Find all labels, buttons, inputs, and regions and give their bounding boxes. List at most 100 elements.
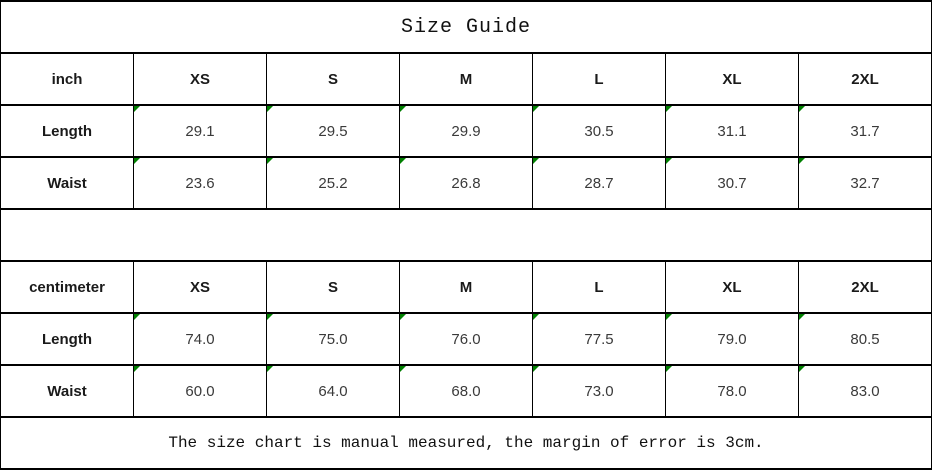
spacer-cell (0, 208, 932, 262)
row-label-waist: Waist (0, 364, 134, 418)
centimeter-length-row: Length 74.0 75.0 76.0 77.5 79.0 80.5 (0, 312, 932, 366)
row-label-length: Length (0, 104, 134, 158)
table-cell: 64.0 (266, 364, 400, 418)
cell-value: 30.5 (584, 122, 614, 140)
size-header-xs: XS (133, 260, 267, 314)
cell-value: 26.8 (451, 174, 481, 192)
cell-value: 78.0 (717, 382, 747, 400)
size-header-s: S (266, 52, 400, 106)
footer-note: The size chart is manual measured, the m… (0, 416, 932, 470)
table-cell: 23.6 (133, 156, 267, 210)
cell-flag-icon (533, 367, 539, 372)
table-cell: 25.2 (266, 156, 400, 210)
table-cell: 26.8 (399, 156, 533, 210)
spacer-row (0, 208, 932, 262)
cell-value: 76.0 (451, 330, 481, 348)
cell-flag-icon (267, 107, 273, 112)
cell-flag-icon (400, 315, 406, 320)
table-cell: 80.5 (798, 312, 932, 366)
table-cell: 29.9 (399, 104, 533, 158)
cell-flag-icon (799, 367, 805, 372)
cell-flag-icon (799, 159, 805, 164)
cell-value: 83.0 (850, 382, 880, 400)
cell-flag-icon (267, 367, 273, 372)
page-title: Size Guide (0, 0, 932, 54)
table-cell: 75.0 (266, 312, 400, 366)
cell-value: 31.7 (850, 122, 880, 140)
size-header-xl: XL (665, 52, 799, 106)
table-cell: 29.5 (266, 104, 400, 158)
unit-label-centimeter: centimeter (0, 260, 134, 314)
table-cell: 29.1 (133, 104, 267, 158)
cell-value: 30.7 (717, 174, 747, 192)
table-cell: 74.0 (133, 312, 267, 366)
cell-flag-icon (267, 315, 273, 320)
cell-value: 28.7 (584, 174, 614, 192)
cell-value: 29.9 (451, 122, 481, 140)
cell-flag-icon (400, 367, 406, 372)
table-cell: 78.0 (665, 364, 799, 418)
cell-flag-icon (666, 159, 672, 164)
cell-value: 29.1 (185, 122, 215, 140)
table-cell: 31.7 (798, 104, 932, 158)
cell-flag-icon (267, 159, 273, 164)
cell-value: 32.7 (850, 174, 880, 192)
cell-flag-icon (400, 159, 406, 164)
table-cell: 68.0 (399, 364, 533, 418)
cell-flag-icon (666, 315, 672, 320)
cell-flag-icon (134, 315, 140, 320)
cell-value: 73.0 (584, 382, 614, 400)
inch-header-row: inch XS S M L XL 2XL (0, 52, 932, 106)
table-cell: 60.0 (133, 364, 267, 418)
table-cell: 83.0 (798, 364, 932, 418)
size-header-m: M (399, 260, 533, 314)
cell-value: 60.0 (185, 382, 215, 400)
inch-length-row: Length 29.1 29.5 29.9 30.5 31.1 31.7 (0, 104, 932, 158)
size-header-l: L (532, 260, 666, 314)
cell-value: 77.5 (584, 330, 614, 348)
table-cell: 77.5 (532, 312, 666, 366)
size-header-m: M (399, 52, 533, 106)
cell-flag-icon (134, 367, 140, 372)
cell-value: 31.1 (717, 122, 747, 140)
cell-value: 75.0 (318, 330, 348, 348)
size-header-xs: XS (133, 52, 267, 106)
cell-flag-icon (799, 315, 805, 320)
cell-flag-icon (533, 107, 539, 112)
unit-label-inch: inch (0, 52, 134, 106)
size-header-2xl: 2XL (798, 260, 932, 314)
cell-flag-icon (666, 367, 672, 372)
cell-value: 80.5 (850, 330, 880, 348)
table-cell: 79.0 (665, 312, 799, 366)
cell-value: 29.5 (318, 122, 348, 140)
row-label-waist: Waist (0, 156, 134, 210)
cell-value: 68.0 (451, 382, 481, 400)
table-cell: 32.7 (798, 156, 932, 210)
centimeter-header-row: centimeter XS S M L XL 2XL (0, 260, 932, 314)
table-cell: 76.0 (399, 312, 533, 366)
cell-flag-icon (134, 159, 140, 164)
cell-flag-icon (400, 107, 406, 112)
title-row: Size Guide (0, 0, 932, 54)
cell-value: 23.6 (185, 174, 215, 192)
footer-row: The size chart is manual measured, the m… (0, 416, 932, 470)
table-cell: 31.1 (665, 104, 799, 158)
cell-value: 64.0 (318, 382, 348, 400)
cell-flag-icon (134, 107, 140, 112)
size-header-2xl: 2XL (798, 52, 932, 106)
table-cell: 30.7 (665, 156, 799, 210)
cell-flag-icon (533, 159, 539, 164)
row-label-length: Length (0, 312, 134, 366)
cell-flag-icon (533, 315, 539, 320)
cell-flag-icon (799, 107, 805, 112)
centimeter-waist-row: Waist 60.0 64.0 68.0 73.0 78.0 83.0 (0, 364, 932, 418)
size-header-s: S (266, 260, 400, 314)
cell-value: 74.0 (185, 330, 215, 348)
table-cell: 28.7 (532, 156, 666, 210)
size-header-xl: XL (665, 260, 799, 314)
cell-value: 79.0 (717, 330, 747, 348)
inch-waist-row: Waist 23.6 25.2 26.8 28.7 30.7 32.7 (0, 156, 932, 210)
table-cell: 73.0 (532, 364, 666, 418)
